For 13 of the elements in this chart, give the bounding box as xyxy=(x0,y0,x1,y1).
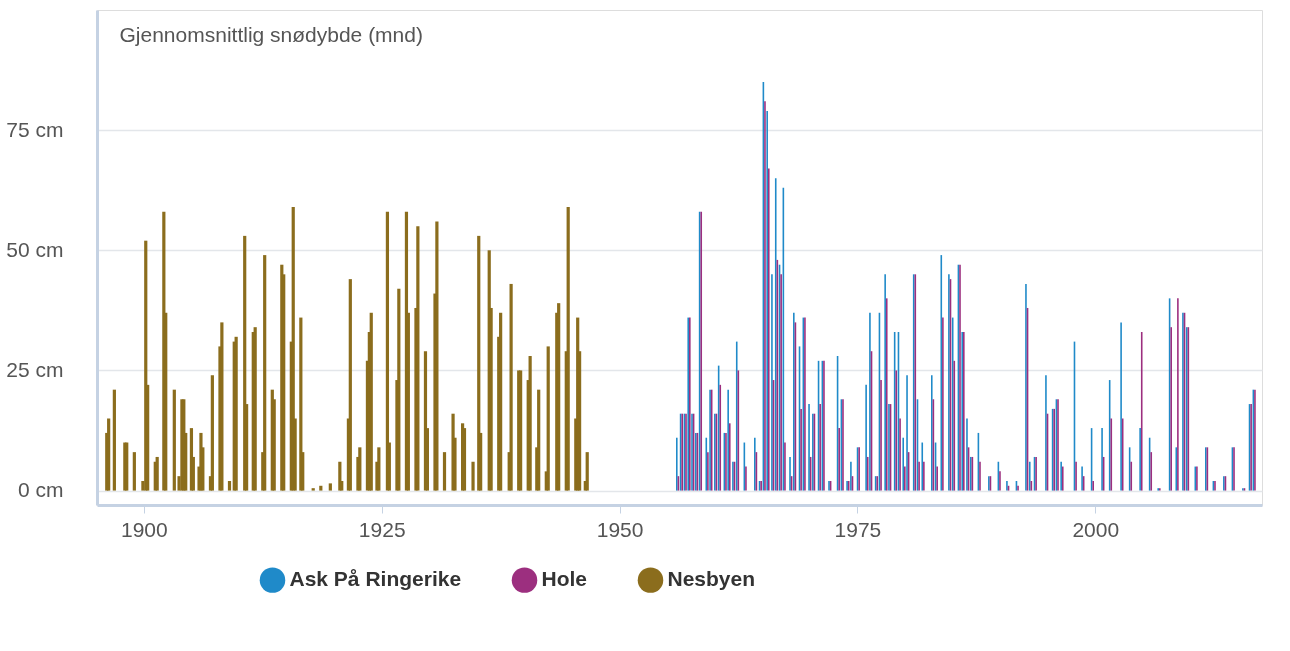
y-tick-label: 50 cm xyxy=(6,237,64,261)
x-tick-label: 1950 xyxy=(596,517,644,541)
x-tick-label: 1900 xyxy=(121,517,168,541)
y-tick-label: 0 cm xyxy=(17,478,64,502)
y-tick-label: 75 cm xyxy=(6,117,64,141)
legend-label: Hole xyxy=(541,567,588,591)
y-axis-title: Gjennomsnittlig snødybde (mnd) xyxy=(119,22,423,46)
legend-label: Nesbyen xyxy=(667,567,756,591)
x-tick-label: 1925 xyxy=(358,517,406,541)
x-tick-label: 2000 xyxy=(1072,517,1120,541)
y-tick-label: 25 cm xyxy=(6,357,64,381)
legend-label: Ask På Ringerike xyxy=(289,567,462,591)
x-tick-label: 1975 xyxy=(834,517,882,541)
